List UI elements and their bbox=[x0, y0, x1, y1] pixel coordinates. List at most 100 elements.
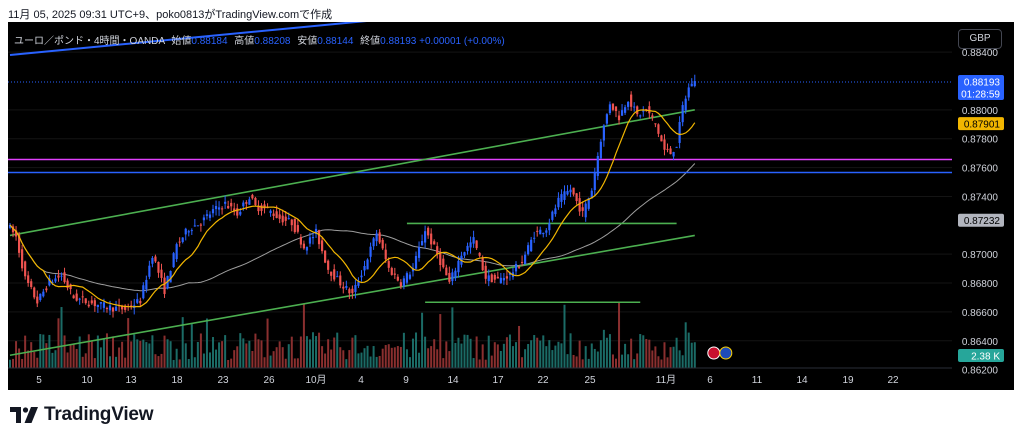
candle-body bbox=[8, 224, 12, 228]
volume-bar bbox=[30, 342, 33, 368]
volume-bar bbox=[633, 359, 636, 368]
candle-body bbox=[436, 246, 439, 255]
volume-bar bbox=[587, 358, 590, 368]
price-tick-label: 0.87800 bbox=[962, 135, 999, 146]
volume-bar bbox=[142, 339, 145, 368]
candle-body bbox=[63, 272, 66, 283]
volume-bar bbox=[569, 333, 572, 368]
volume-bar bbox=[148, 343, 151, 368]
low-label: 安値 bbox=[297, 36, 318, 47]
ma-slow-line bbox=[9, 163, 696, 292]
volume-bar bbox=[278, 341, 281, 368]
candle-body bbox=[466, 245, 469, 252]
candle-body bbox=[236, 208, 239, 216]
volume-bar bbox=[48, 334, 51, 368]
volume-bar bbox=[421, 312, 424, 368]
candle-body bbox=[211, 209, 215, 214]
candle-body bbox=[163, 277, 166, 295]
candle-body bbox=[566, 190, 569, 195]
candle-body bbox=[317, 230, 321, 245]
candle-body bbox=[305, 246, 309, 251]
currency-button[interactable]: GBP bbox=[958, 29, 1002, 49]
candle-body bbox=[593, 173, 596, 191]
volume-bar bbox=[63, 335, 66, 368]
volume-bar bbox=[190, 324, 193, 368]
volume-bar bbox=[308, 339, 311, 368]
chart-frame[interactable]: 5 10 13 18 23 26 10月 4 9 14 17 22 25 11月 6 11 14 19 22 0.88… bbox=[8, 22, 1014, 390]
volume-bar bbox=[466, 334, 469, 368]
symbol-title[interactable]: ユーロ／ポンド・4時間・OANDA bbox=[14, 36, 165, 47]
volume-bar bbox=[293, 358, 296, 368]
volume-bar bbox=[554, 345, 557, 368]
candle-body bbox=[502, 278, 505, 281]
volume-tag: 2.38 K bbox=[958, 349, 1004, 363]
volume-bar bbox=[178, 359, 181, 368]
candle-body bbox=[402, 278, 405, 287]
volume-bar bbox=[436, 349, 439, 368]
candle-body bbox=[160, 269, 163, 278]
volume-bar bbox=[524, 349, 527, 368]
candle-body bbox=[645, 108, 648, 110]
volume-bar bbox=[484, 359, 487, 368]
time-tick-label: 11 bbox=[752, 375, 763, 386]
volume-bar bbox=[627, 354, 630, 368]
volume-bar bbox=[257, 339, 260, 368]
volume-bar bbox=[411, 338, 414, 368]
price-tick-label: 0.86600 bbox=[962, 308, 999, 319]
candle-body bbox=[457, 260, 460, 273]
volume-bar bbox=[251, 351, 254, 368]
candle-body bbox=[90, 300, 93, 304]
candle-body bbox=[139, 300, 142, 304]
volume-bar bbox=[348, 350, 351, 368]
volume-bar bbox=[433, 339, 436, 368]
candle-body bbox=[290, 219, 293, 226]
candle-body bbox=[414, 255, 418, 269]
volume-bar bbox=[236, 346, 239, 368]
candle-body bbox=[427, 227, 430, 236]
volume-bar bbox=[645, 339, 648, 368]
candle-body bbox=[648, 106, 651, 114]
volume-bar bbox=[102, 338, 105, 368]
tradingview-logo[interactable]: TradingView bbox=[10, 404, 154, 426]
volume-bar bbox=[439, 314, 442, 368]
time-tick-label: 18 bbox=[171, 375, 183, 386]
volume-bar bbox=[618, 302, 621, 368]
candle-body bbox=[678, 121, 681, 143]
ma-slow-tag: 0.87232 bbox=[958, 213, 1004, 227]
candle-body bbox=[257, 205, 260, 212]
volume-bar bbox=[551, 350, 554, 368]
volume-bar bbox=[351, 337, 354, 368]
candle-body bbox=[448, 272, 451, 282]
volume-bar bbox=[105, 333, 108, 368]
candle-body bbox=[590, 190, 593, 199]
candle-body bbox=[351, 288, 354, 294]
volume-bar bbox=[675, 337, 678, 368]
candle-body bbox=[311, 237, 315, 239]
candle-body bbox=[242, 202, 245, 207]
volume-bar bbox=[227, 359, 230, 368]
candle-body bbox=[684, 98, 687, 111]
price-chart[interactable]: 5 10 13 18 23 26 10月 4 9 14 17 22 25 11月 6 11 14 19 22 0.88… bbox=[8, 22, 1014, 390]
volume-bar bbox=[327, 339, 330, 368]
volume-bar bbox=[684, 322, 687, 368]
volume-bar bbox=[369, 356, 372, 368]
volume-bar bbox=[266, 318, 269, 368]
candle-body bbox=[48, 278, 51, 286]
volume-bar bbox=[21, 358, 24, 368]
volume-bar bbox=[9, 359, 11, 368]
candle-body bbox=[17, 234, 21, 253]
volume-bar bbox=[427, 348, 430, 368]
volume-bar bbox=[399, 346, 402, 368]
volume-bar bbox=[451, 307, 454, 368]
candle-body bbox=[405, 273, 409, 283]
volume-bar bbox=[445, 341, 448, 368]
volume-bar bbox=[269, 355, 272, 368]
candle-body bbox=[333, 269, 336, 280]
volume-bar bbox=[305, 336, 308, 368]
volume-bar bbox=[221, 341, 224, 368]
candle-body bbox=[627, 101, 630, 107]
candle-body bbox=[693, 81, 696, 87]
time-tick-label: 13 bbox=[125, 375, 137, 386]
candle-body bbox=[284, 216, 287, 221]
volume-tag-value: 2.38 K bbox=[971, 352, 1000, 363]
